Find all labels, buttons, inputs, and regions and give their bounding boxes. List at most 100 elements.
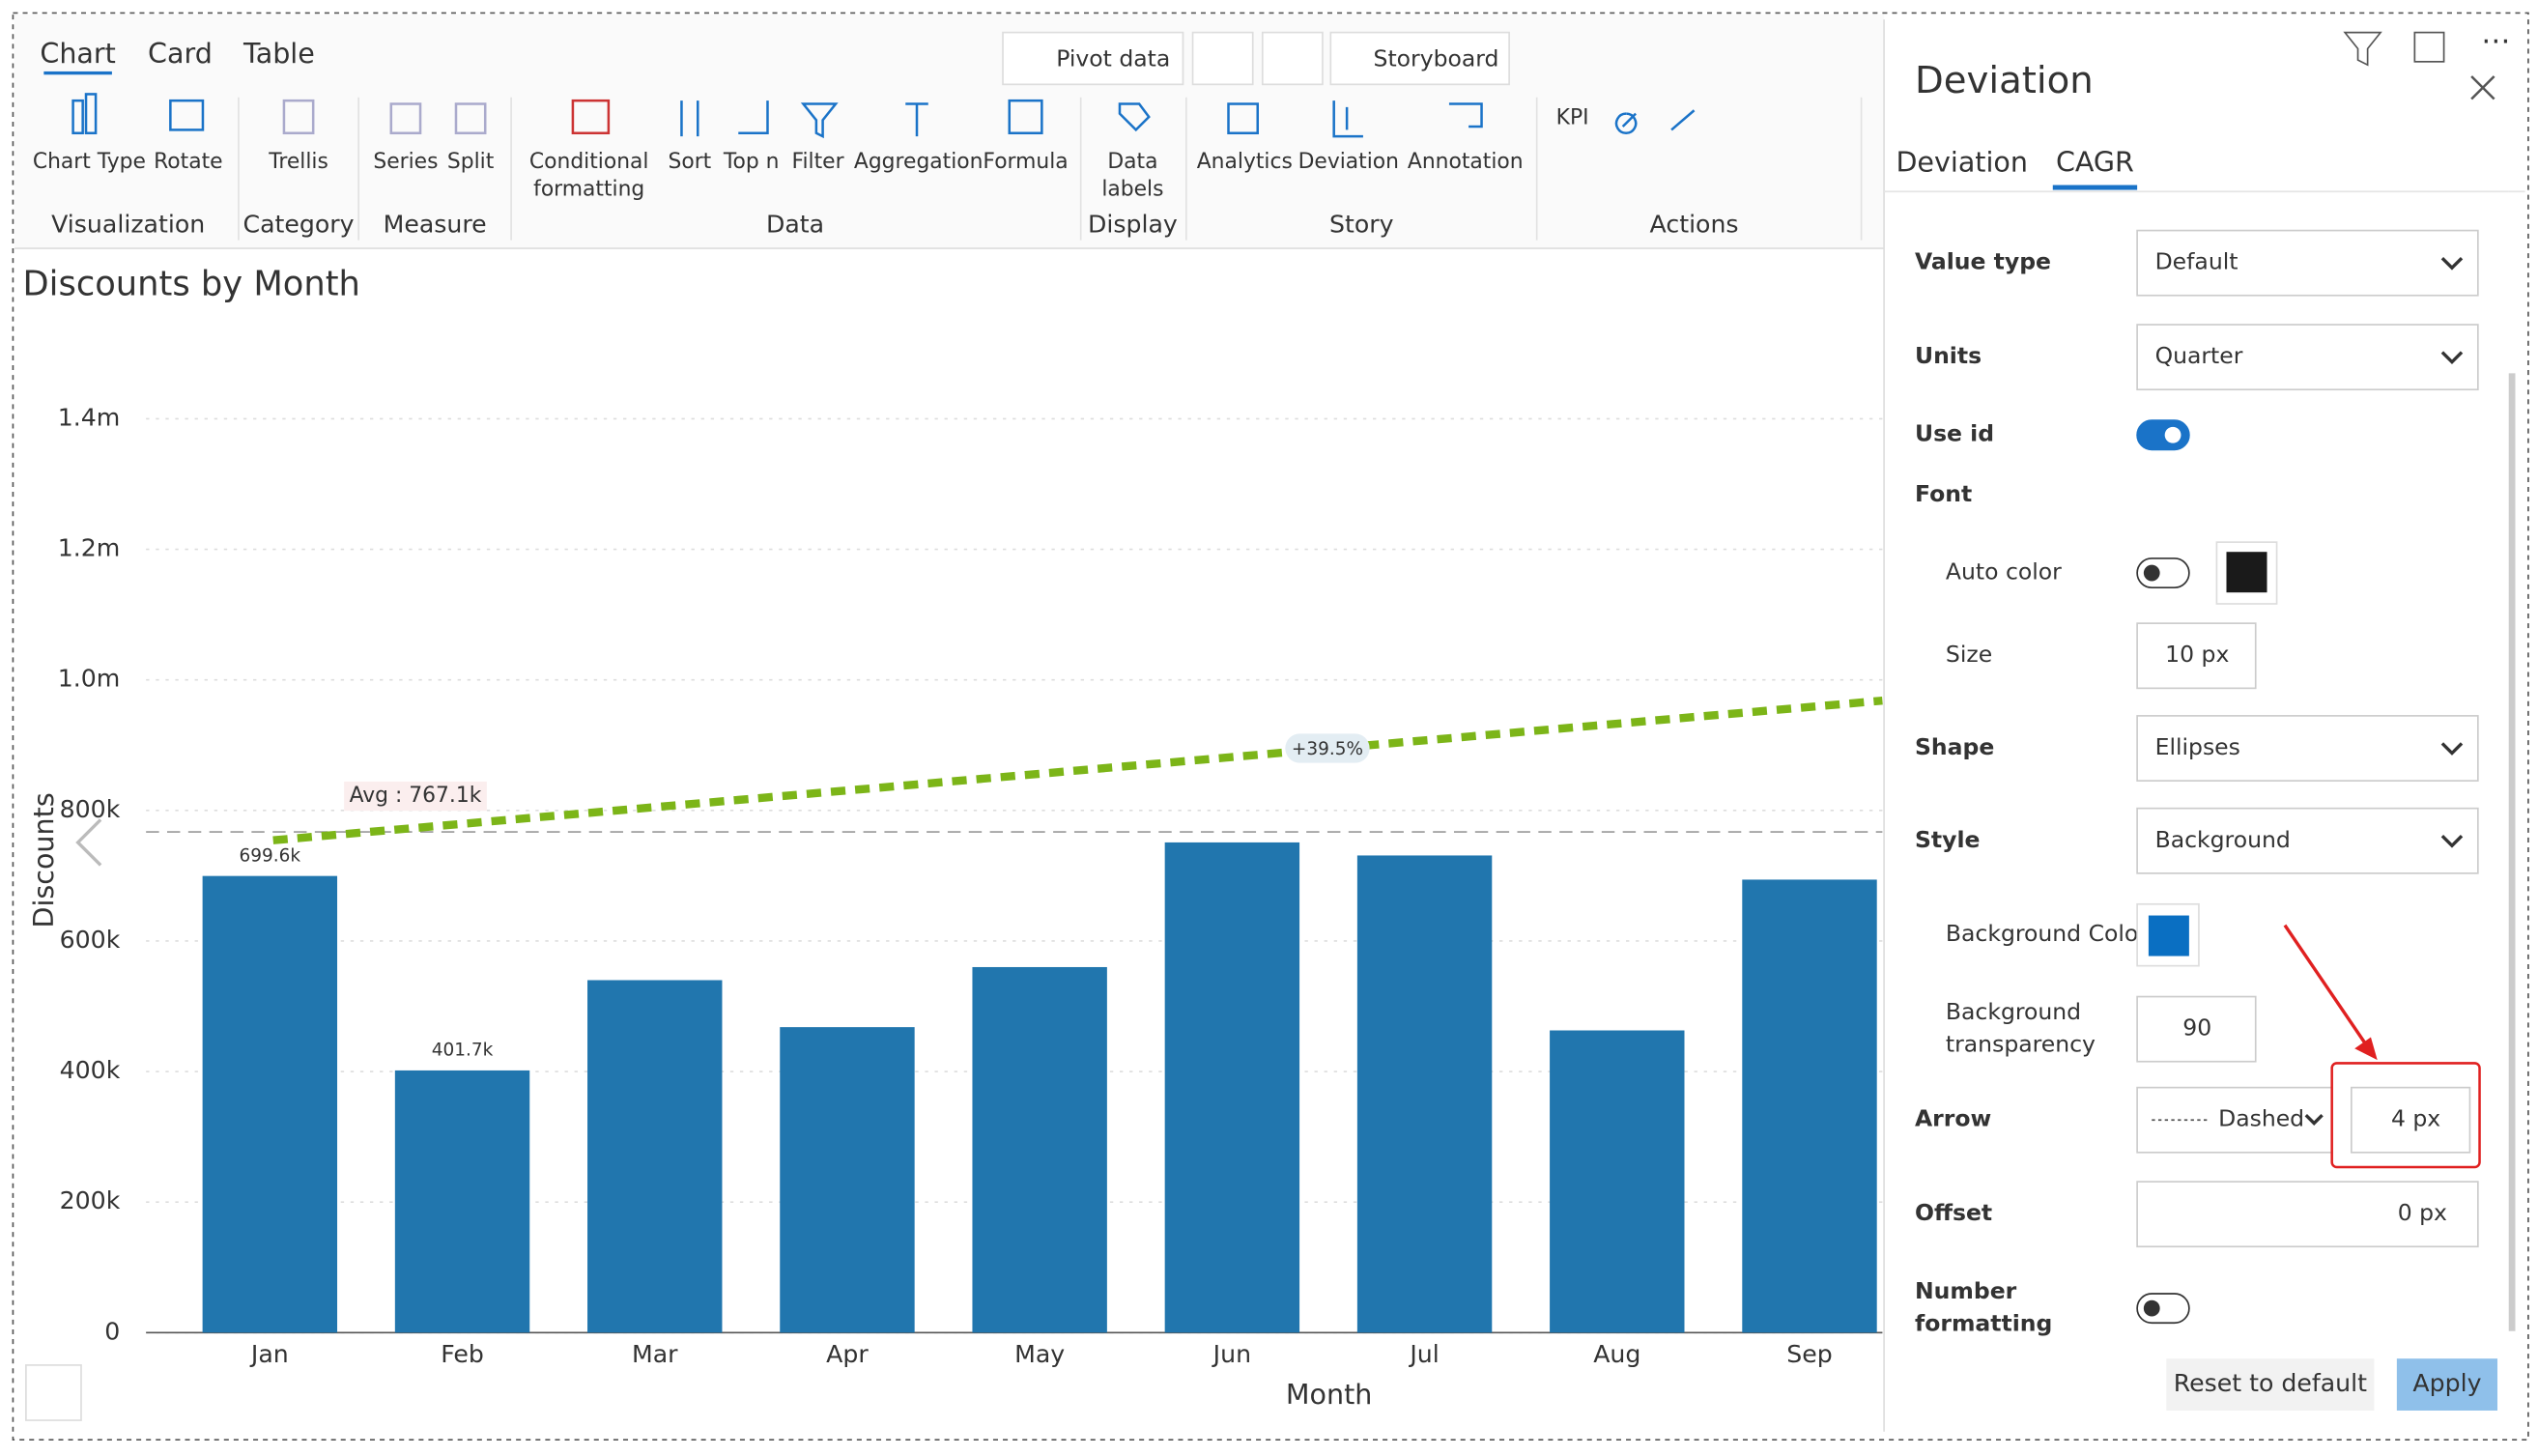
x-tick-label: Mar [632,1340,678,1368]
x-tick-label: Apr [826,1340,869,1368]
field-label: Value type [1915,248,2051,275]
settings-panel: Deviation Deviation CAGR Value type Default U… [1884,19,2515,1432]
field-label: Offset [1915,1199,1992,1226]
field-label: Arrow [1915,1105,1991,1132]
ribbon-button[interactable]: Series [373,150,438,174]
ribbon-button[interactable]: Aggregation [854,150,984,174]
input-value: 0 px [2398,1199,2447,1226]
dropdown-value: Dashed [2218,1105,2304,1132]
field-label: Auto color [1946,558,2062,585]
x-tick-label: Sep [1786,1340,1832,1368]
tab[interactable]: Table [242,37,315,70]
panel-tab[interactable]: Deviation [1896,146,2028,179]
data-label: 699.6k [240,845,301,866]
input-value: 4 px [2391,1105,2440,1132]
y-tick-label: 800k [60,795,121,823]
bar [1742,879,1876,1332]
bar [1357,855,1492,1332]
tab[interactable]: Chart [40,37,115,70]
x-tick-label: Jun [1212,1340,1251,1368]
field-label: Background Color [1946,920,2148,947]
y-tick-label: 200k [60,1186,121,1214]
average-label: Avg : 767.1k [350,784,482,808]
y-tick-label: 1.4m [58,403,121,431]
ribbon-button[interactable]: Conditional [529,150,649,174]
ribbon-button[interactable]: Annotation [1408,150,1524,174]
y-tick-label: 0 [104,1317,120,1345]
ribbon-button[interactable]: Formula [983,150,1068,174]
chart-title: Discounts by Month [23,265,360,304]
data-label: 401.7k [432,1041,494,1061]
ribbon-button[interactable]: Top n [723,150,780,174]
field-label: Font [1915,480,1972,507]
toggle[interactable] [2137,420,2189,449]
bar [1165,842,1299,1332]
bar [395,1071,529,1332]
ribbon-button[interactable]: formatting [533,178,644,202]
y-axis-title: Discounts [27,792,60,928]
dropdown-value: Default [2155,248,2239,275]
tab[interactable]: Card [148,37,213,70]
ribbon-button[interactable]: Split [447,150,495,174]
color-swatch [2149,916,2189,956]
reset-label: Reset to default [2174,1369,2367,1397]
y-tick-label: 1.2m [58,534,121,562]
panel-tab[interactable]: CAGR [2056,146,2134,179]
top-button[interactable]: Pivot data [1056,45,1170,72]
y-tick-label: 1.0m [58,665,121,693]
panel-title: Deviation [1915,59,2094,102]
bar [780,1027,914,1332]
field-label: transparency [1946,1030,2096,1057]
input-value: 10 px [2165,641,2229,668]
bar [1550,1031,1684,1333]
field-label: Units [1915,342,1982,369]
x-tick-label: May [1014,1340,1065,1368]
x-tick-label: Jan [249,1340,289,1368]
field-label: Shape [1915,733,1994,760]
ribbon-button[interactable]: Deviation [1298,150,1399,174]
ribbon-button[interactable]: Trellis [268,150,328,174]
ribbon-button[interactable]: Filter [792,150,844,174]
scrollbar [2509,373,2516,1330]
ribbon-button[interactable]: Sort [668,150,711,174]
ribbon-group: Category [243,211,355,239]
bar [972,967,1106,1332]
ribbon-group: Display [1088,211,1178,239]
ribbon-button[interactable]: Data [1107,150,1157,174]
y-tick-label: 600k [60,926,121,954]
toggle-knob [2144,565,2160,582]
bar [203,876,337,1333]
top-button[interactable]: Storyboard [1374,45,1499,72]
x-tick-label: Feb [441,1340,484,1368]
more-icon[interactable]: ⋯ [2481,24,2510,58]
field-label: Size [1946,641,1992,668]
button-frame[interactable] [1263,33,1323,85]
input-value: 90 [2182,1014,2211,1042]
ribbon-group: Story [1329,211,1394,239]
ribbon-button[interactable]: Analytics [1197,150,1293,174]
field-label: Background [1946,998,2081,1025]
x-tick-label: Jul [1408,1340,1439,1368]
deviation-label: +39.5% [1292,739,1363,759]
y-tick-label: 400k [60,1056,121,1084]
x-axis-title: Month [1286,1378,1372,1411]
bar [587,980,722,1332]
ribbon-button[interactable]: KPI [1556,106,1589,130]
field-label: formatting [1915,1309,2052,1336]
color-swatch [2227,552,2267,592]
field-label: Number [1915,1277,2017,1304]
ribbon-button[interactable]: Chart Type [33,150,146,174]
corner-button[interactable] [26,1365,81,1420]
button-frame[interactable] [1193,33,1253,85]
field-label: Style [1915,826,1980,853]
ribbon-group: Data [766,211,824,239]
ribbon-button[interactable]: labels [1101,178,1163,202]
dropdown-value: Quarter [2155,342,2243,369]
tab-underline [43,71,112,74]
ribbon-group: Measure [384,211,487,239]
x-tick-label: Aug [1593,1340,1640,1368]
ribbon-group: Actions [1650,211,1739,239]
dropdown-value: Ellipses [2155,733,2240,760]
ribbon-button[interactable]: Rotate [154,150,222,174]
